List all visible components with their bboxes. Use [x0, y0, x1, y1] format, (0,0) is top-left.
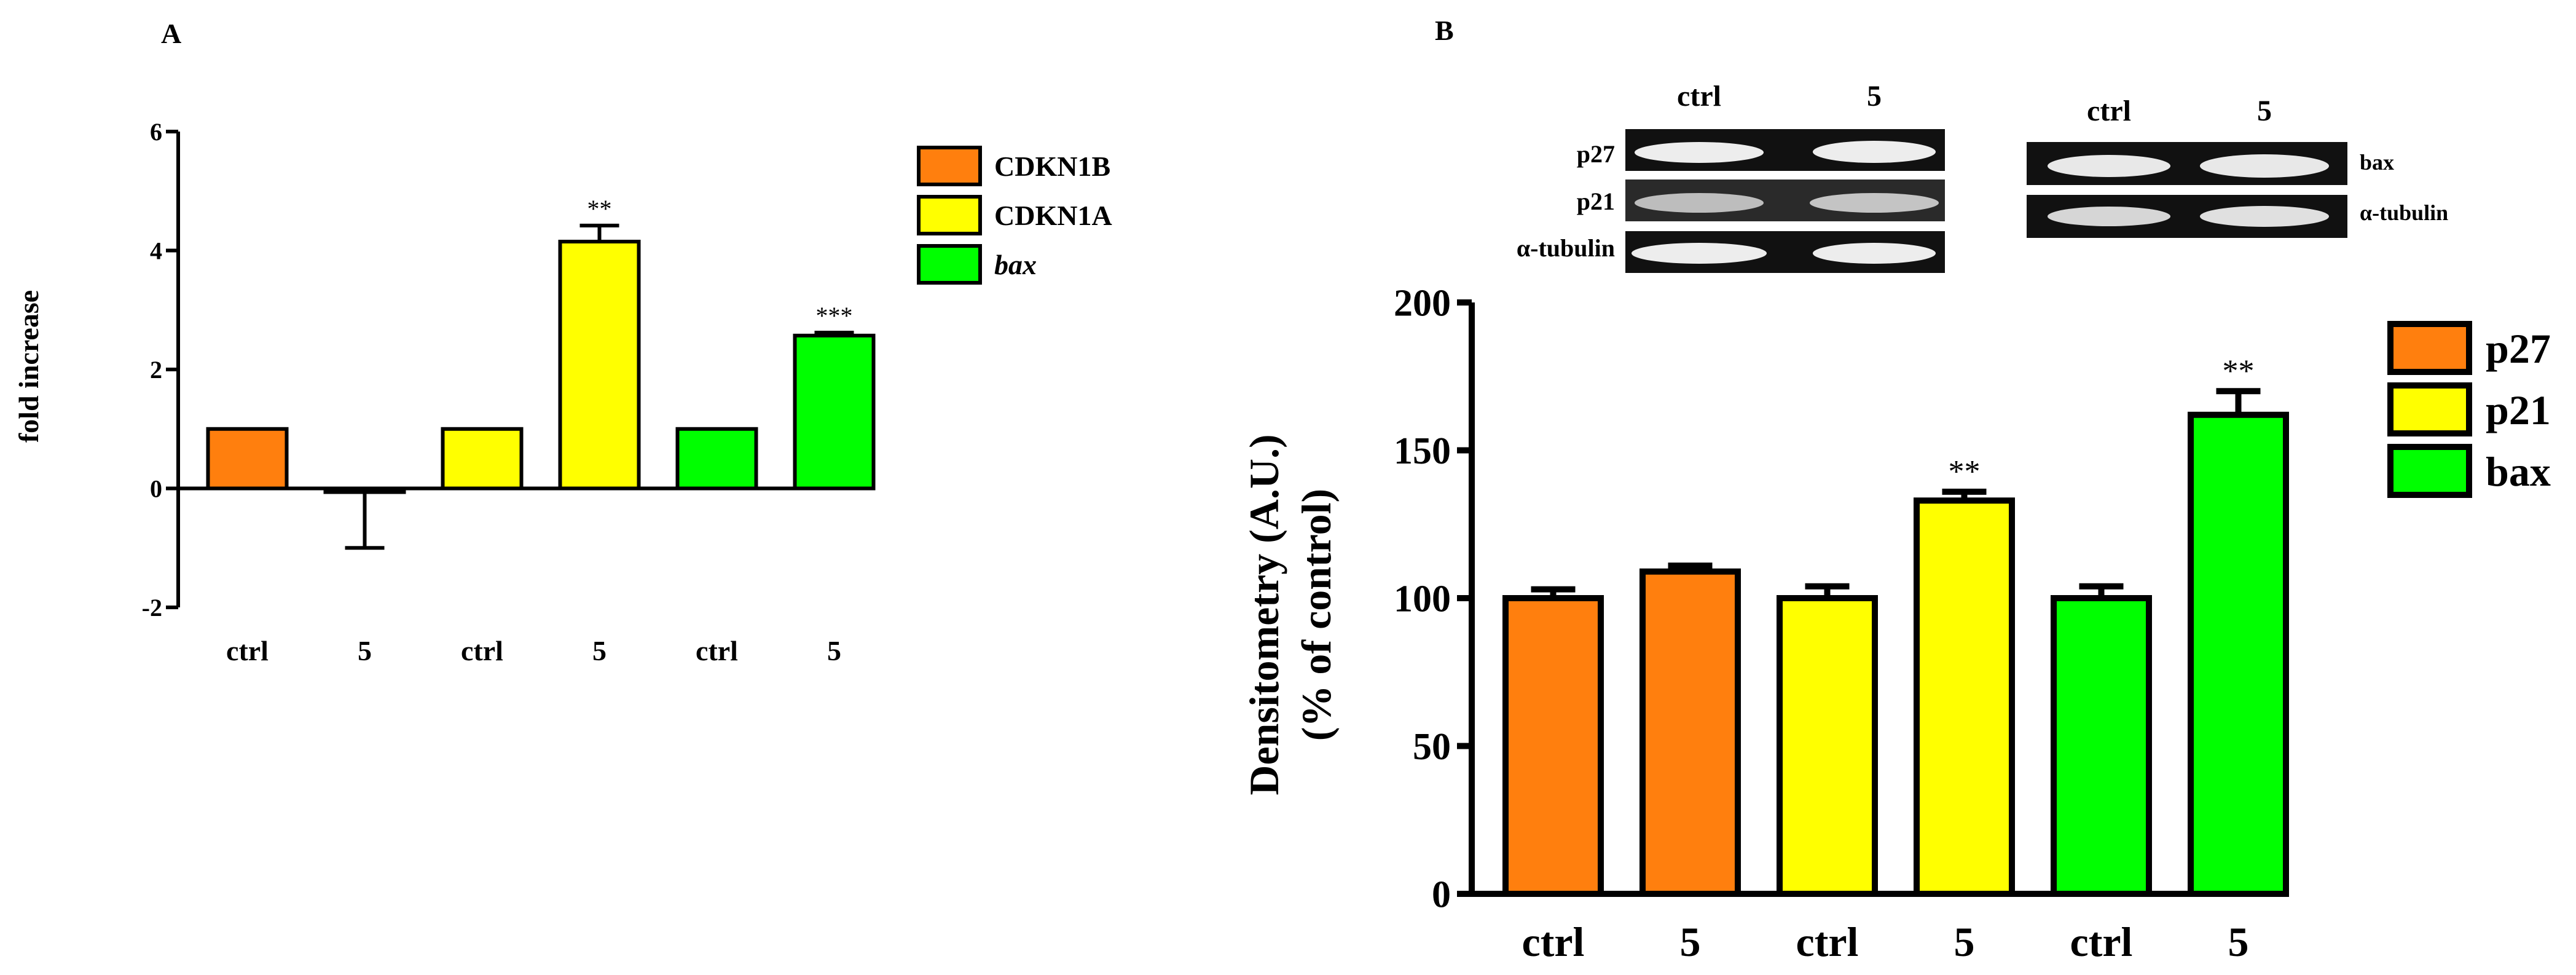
- x-tick-label: ctrl: [1522, 918, 1585, 965]
- bar: [1777, 595, 1878, 897]
- y-tick-label: 0: [150, 475, 162, 503]
- legend-swatch: [917, 146, 982, 186]
- legend-label: CDKN1A: [994, 200, 1112, 231]
- legend-label: CDKN1B: [994, 151, 1110, 182]
- band-p27-ctrl: [1635, 142, 1764, 163]
- x-tick-label: ctrl: [696, 635, 738, 666]
- x-tick-label: 5: [827, 635, 841, 666]
- blot-left-col-5: 5: [1867, 80, 1882, 112]
- y-tick-label: 6: [150, 118, 162, 146]
- band-tubulin-ctrl-left: [1632, 243, 1767, 264]
- significance-label: **: [1949, 454, 1981, 489]
- band-p21-5: [1810, 193, 1939, 213]
- chart-b-ylabel2: (% of control): [1293, 489, 1340, 741]
- y-tick-label: 0: [1432, 874, 1451, 916]
- bar: [558, 239, 641, 491]
- legend-label: p21: [2486, 387, 2551, 433]
- chart-a-ylabel: fold increase: [13, 290, 44, 443]
- blot-left-col-ctrl: ctrl: [1677, 80, 1721, 112]
- x-tick-label: ctrl: [226, 635, 269, 666]
- x-tick-label: ctrl: [461, 635, 503, 666]
- x-tick-label: ctrl: [1796, 918, 1859, 965]
- panel-label-b: B: [1435, 15, 1454, 46]
- blot-right-col-5: 5: [2257, 95, 2272, 127]
- legend-swatch: [2387, 321, 2472, 375]
- band-p21-ctrl: [1635, 193, 1764, 213]
- western-blot-left: ctrl 5 p27 p21 α-tubulin: [1517, 80, 1945, 273]
- y-tick-label: 150: [1394, 430, 1451, 472]
- y-tick-label: 50: [1413, 726, 1451, 768]
- y-tick-label: 4: [150, 237, 162, 265]
- x-tick-label: ctrl: [2070, 918, 2133, 965]
- bar: [441, 427, 524, 491]
- band-tubulin-ctrl-right: [2048, 207, 2170, 226]
- significance-label: **: [587, 195, 612, 223]
- blot-left-row-p27: p27: [1577, 140, 1615, 168]
- y-tick-label: 2: [150, 356, 162, 384]
- x-tick-label: 5: [1680, 918, 1701, 965]
- y-tick-label: 200: [1394, 283, 1451, 325]
- legend-label: bax: [994, 249, 1037, 280]
- bar: [1639, 568, 1741, 897]
- western-blot-right: ctrl 5 bax α-tubulin: [2027, 95, 2448, 238]
- blot-right-row-bax: bax: [2360, 150, 2394, 175]
- significance-label: **: [2223, 353, 2255, 389]
- bar: [2188, 411, 2289, 897]
- chart-b-ylabel: Densitometry (A.U.): [1241, 434, 1287, 795]
- band-p27-5: [1813, 141, 1936, 163]
- bar: [793, 333, 876, 491]
- blot-left-row-p21: p21: [1577, 188, 1615, 215]
- legend-swatch: [917, 195, 982, 235]
- x-tick-label: 5: [1954, 918, 1975, 965]
- blot-right-col-ctrl: ctrl: [2087, 95, 2131, 127]
- legend-label: bax: [2486, 448, 2551, 495]
- blot-left-row-tubulin: α-tubulin: [1517, 234, 1615, 262]
- chart-b: Densitometry (A.U.) (% of control) p27p2…: [1241, 283, 2551, 965]
- legend-swatch: [2387, 444, 2472, 498]
- blot-right-row-tubulin: α-tubulin: [2360, 200, 2448, 225]
- significance-label: ***: [816, 302, 853, 330]
- panel-label-a: A: [161, 18, 181, 49]
- legend-swatch: [917, 244, 982, 285]
- band-bax-ctrl: [2048, 155, 2170, 177]
- legend-label: p27: [2486, 325, 2551, 372]
- y-tick-label: 100: [1394, 578, 1451, 620]
- bar: [1914, 497, 2015, 897]
- band-tubulin-5-right: [2200, 206, 2329, 227]
- bar: [1502, 595, 1604, 897]
- x-tick-label: 5: [358, 635, 372, 666]
- legend-swatch: [2387, 382, 2472, 436]
- band-tubulin-5-left: [1813, 243, 1936, 264]
- y-tick-label: -2: [142, 594, 162, 622]
- x-tick-label: 5: [592, 635, 607, 666]
- chart-a-legend: CDKN1B CDKN1A bax: [917, 146, 1112, 285]
- bar: [675, 427, 758, 491]
- chart-a: fold increase CDKN1B CDKN1A bax -2 0 2 4 6 ctrl…: [13, 118, 1112, 666]
- band-bax-5: [2200, 154, 2329, 178]
- x-tick-label: 5: [2228, 918, 2249, 965]
- chart-b-legend: p27 p21 bax: [2387, 321, 2551, 498]
- bar: [2051, 595, 2152, 897]
- bar: [206, 427, 289, 491]
